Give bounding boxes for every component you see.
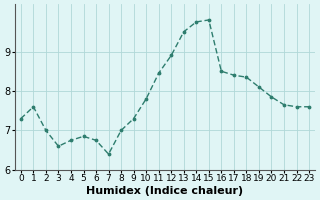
X-axis label: Humidex (Indice chaleur): Humidex (Indice chaleur) — [86, 186, 244, 196]
